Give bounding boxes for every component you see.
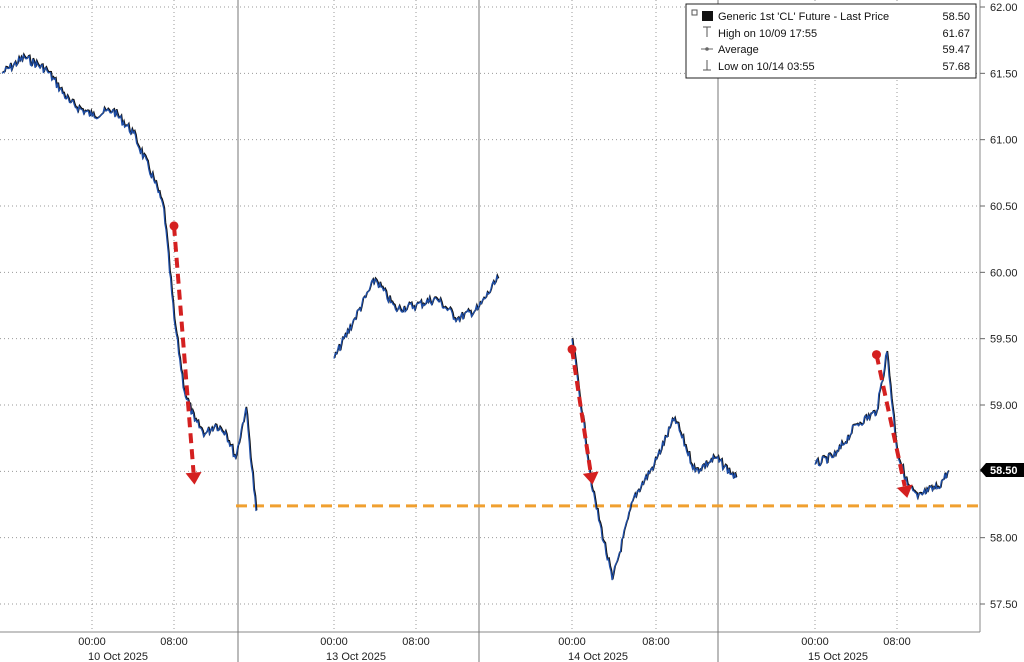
- y-tick-label: 57.50: [990, 599, 1018, 611]
- legend-icon-square: [691, 9, 698, 16]
- average-line-icon: [701, 47, 713, 51]
- legend-label-1: High on 10/09 17:55: [718, 28, 817, 40]
- series-line: [1, 53, 257, 512]
- y-tick-label: 60.50: [990, 201, 1018, 213]
- last-price-tag: 58.50: [980, 463, 1024, 477]
- y-axis: 57.50 58.00 58.50 59.00 59.50 60.00 60.50 61.00…: [980, 2, 1018, 611]
- plot-frame: [0, 0, 981, 633]
- series-lines: [1, 52, 950, 581]
- legend-label-2: Average: [718, 44, 759, 56]
- series-line: [333, 274, 499, 359]
- x-time-label: 00:00: [320, 636, 348, 648]
- x-day-label: 10 Oct 2025: [88, 651, 148, 662]
- y-tick-label: 59.00: [990, 400, 1018, 412]
- last-price-label: 58.50: [990, 465, 1018, 477]
- low-marker-icon: [703, 60, 711, 71]
- series-line: [814, 351, 949, 501]
- legend-value-1: 61.67: [942, 28, 970, 40]
- filled-square-icon: [702, 11, 713, 21]
- legend-label-0: Generic 1st 'CL' Future - Last Price: [718, 11, 889, 23]
- y-tick-label: 62.00: [990, 2, 1018, 14]
- annotation-arrow-shaft: [874, 354, 907, 487]
- annotation-arrow-head: [185, 472, 202, 485]
- legend-value-3: 57.68: [942, 61, 970, 73]
- legend-value-0: 58.50: [942, 11, 970, 23]
- x-time-label: 08:00: [402, 636, 430, 648]
- x-time-label: 08:00: [883, 636, 911, 648]
- series-line: [571, 338, 737, 581]
- y-tick-label: 59.50: [990, 334, 1018, 346]
- x-day-label: 13 Oct 2025: [326, 651, 386, 662]
- y-tick-label: 61.50: [990, 68, 1018, 80]
- series-shadow-line: [2, 52, 258, 511]
- y-tick-label: 61.00: [990, 135, 1018, 147]
- annotation-arrow-head: [896, 484, 913, 498]
- high-marker-icon: [703, 26, 711, 37]
- x-axis: 00:00 08:00 00:00 08:00 00:00 08:00 00:00 08:00…: [78, 0, 911, 662]
- series-shadow-line: [333, 272, 500, 358]
- grid: [0, 0, 980, 632]
- annotation-arrow-shaft: [172, 225, 196, 473]
- x-day-label: 15 Oct 2025: [808, 651, 868, 662]
- annotations: [169, 221, 913, 498]
- x-day-label: 14 Oct 2025: [568, 651, 628, 662]
- legend-value-2: 59.47: [942, 44, 970, 56]
- y-tick-label: 58.00: [990, 533, 1018, 545]
- x-time-label: 08:00: [642, 636, 670, 648]
- x-time-label: 00:00: [78, 636, 106, 648]
- annotation-arrow-head: [582, 471, 599, 485]
- legend: Generic 1st 'CL' Future - Last Price 58.…: [685, 3, 977, 79]
- legend-box: [685, 3, 977, 79]
- annotation-arrow-shaft: [570, 348, 593, 474]
- x-time-label: 00:00: [558, 636, 586, 648]
- x-time-label: 08:00: [160, 636, 188, 648]
- y-tick-label: 60.00: [990, 267, 1018, 279]
- last-price-tag-bg: [980, 463, 1024, 477]
- x-time-label: 00:00: [801, 636, 829, 648]
- legend-label-3: Low on 10/14 03:55: [718, 61, 815, 73]
